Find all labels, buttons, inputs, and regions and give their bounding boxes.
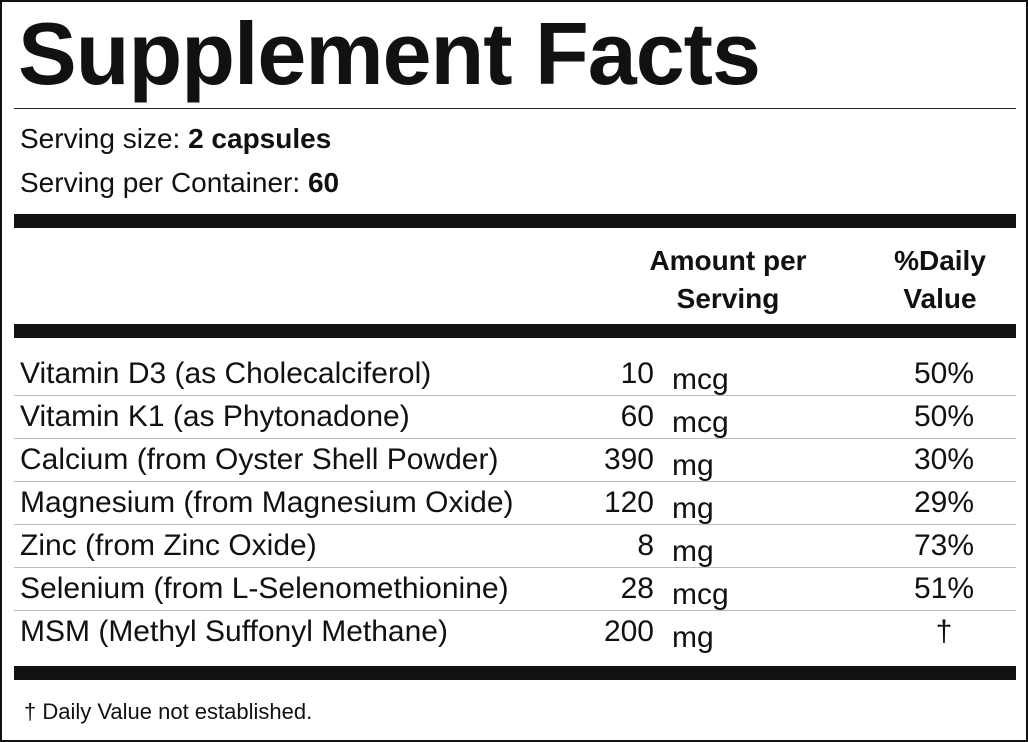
serving-divider	[14, 214, 1016, 228]
nutrient-amount: 10	[620, 357, 654, 390]
serving-size-value: 2 capsules	[188, 123, 332, 154]
nutrient-row: Calcium (from Oyster Shell Powder) 390 m…	[14, 438, 1016, 482]
nutrient-amount: 60	[620, 400, 654, 433]
nutrient-daily-value: †	[935, 615, 953, 648]
amount-header-line1: Amount per	[649, 245, 807, 276]
nutrient-row: Zinc (from Zinc Oxide) 8 mg 73%	[14, 524, 1016, 568]
serving-size: Serving size: 2 capsules	[20, 122, 331, 156]
nutrient-row: Magnesium (from Magnesium Oxide) 120 mg …	[14, 481, 1016, 525]
nutrient-amount: 8	[637, 529, 654, 562]
dv-header-line1: %Daily	[894, 245, 986, 276]
header-divider	[14, 324, 1016, 338]
amount-per-serving-header: Amount per Serving	[622, 242, 834, 318]
nutrient-daily-value: 30%	[913, 443, 975, 476]
nutrient-daily-value: 50%	[913, 400, 975, 433]
servings-per-container: Serving per Container: 60	[20, 166, 339, 200]
nutrient-name: Vitamin K1 (as Phytonadone)	[20, 400, 410, 433]
nutrient-name: Magnesium (from Magnesium Oxide)	[20, 486, 514, 519]
nutrient-unit: mg	[672, 492, 714, 525]
nutrient-row: Selenium (from L-Selenomethionine) 28 mc…	[14, 567, 1016, 611]
nutrient-amount: 120	[603, 486, 654, 519]
nutrient-row: Vitamin K1 (as Phytonadone) 60 mcg 50%	[14, 395, 1016, 439]
nutrient-name: Calcium (from Oyster Shell Powder)	[20, 443, 499, 476]
nutrient-unit: mcg	[672, 406, 729, 439]
nutrient-unit: mg	[672, 621, 714, 654]
nutrient-name: Vitamin D3 (as Cholecalciferol)	[20, 357, 432, 390]
nutrient-unit: mg	[672, 535, 714, 568]
nutrient-daily-value: 50%	[913, 357, 975, 390]
daily-value-header: %Daily Value	[872, 242, 1008, 318]
nutrient-unit: mcg	[672, 578, 729, 611]
footnote: † Daily Value not established.	[24, 699, 313, 724]
footer-divider	[14, 666, 1016, 680]
nutrient-amount: 200	[603, 615, 654, 648]
nutrient-name: MSM (Methyl Suffonyl Methane)	[20, 615, 448, 648]
nutrient-row: Vitamin D3 (as Cholecalciferol) 10 mcg 5…	[14, 352, 1016, 396]
nutrient-unit: mg	[672, 449, 714, 482]
nutrient-unit: mcg	[672, 363, 729, 396]
nutrient-name: Selenium (from L-Selenomethionine)	[20, 572, 509, 605]
title-divider	[14, 108, 1016, 109]
nutrient-amount: 390	[603, 443, 654, 476]
nutrient-name: Zinc (from Zinc Oxide)	[20, 529, 317, 562]
nutrient-amount: 28	[620, 572, 654, 605]
dv-header-line2: Value	[903, 283, 977, 314]
serving-size-label: Serving size:	[20, 123, 181, 154]
amount-header-line2: Serving	[676, 283, 780, 314]
nutrient-daily-value: 73%	[913, 529, 975, 562]
panel-title: Supplement Facts	[18, 4, 761, 103]
nutrient-row: MSM (Methyl Suffonyl Methane) 200 mg †	[14, 610, 1016, 654]
servings-per-container-label: Serving per Container:	[20, 167, 301, 198]
nutrient-daily-value: 29%	[913, 486, 975, 519]
servings-per-container-value: 60	[307, 167, 340, 198]
nutrient-daily-value: 51%	[913, 572, 975, 605]
